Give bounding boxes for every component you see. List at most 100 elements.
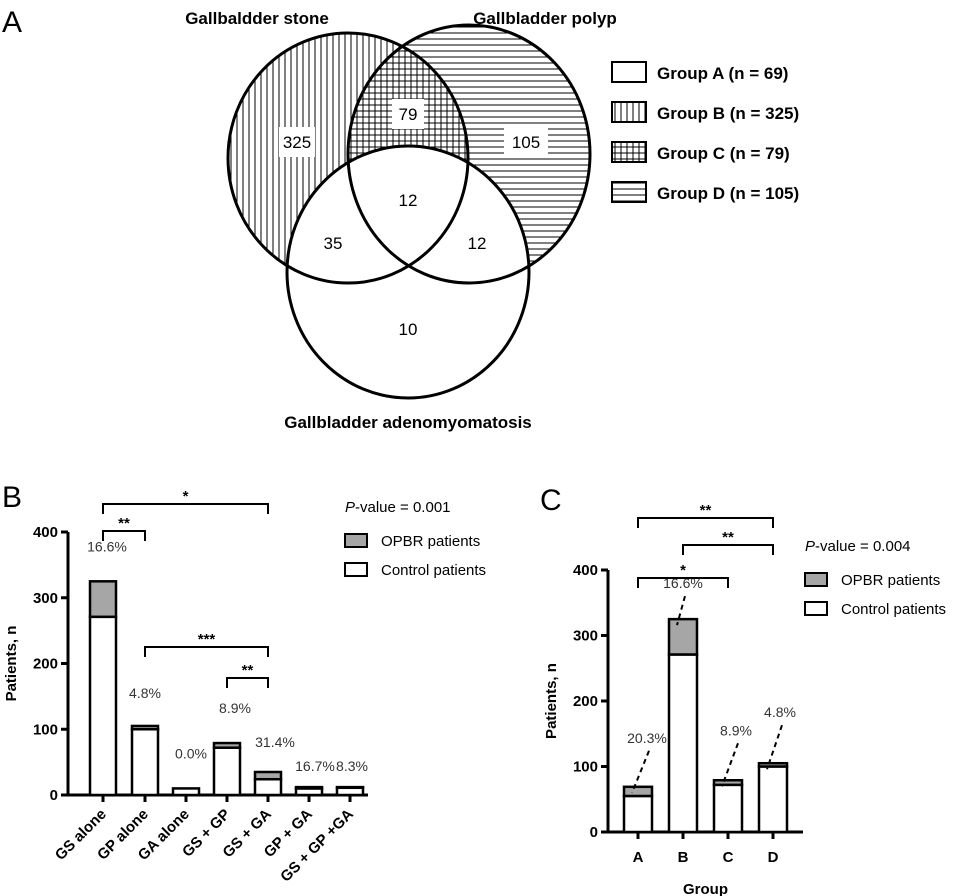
legend-label: Group B (n = 325) — [657, 104, 799, 123]
significance-stars: *** — [198, 631, 216, 648]
percent-leader — [721, 742, 739, 787]
percent-label: 16.6% — [663, 575, 703, 591]
y-tick-label: 100 — [33, 721, 58, 738]
bar-control — [130, 728, 160, 797]
y-tick-label: 0 — [50, 787, 58, 804]
x-tick-label: B — [678, 849, 689, 866]
legend-swatch — [611, 61, 647, 83]
venn-region-stone-polyp: 79 — [399, 105, 418, 124]
legend-swatch — [804, 601, 828, 616]
venn-region-polyp-adeno: 12 — [468, 234, 487, 253]
percent-label: 8.9% — [219, 700, 251, 716]
significance-bracket — [226, 677, 269, 688]
bar-control — [212, 746, 242, 797]
venn-region-polyp-only: 105 — [512, 133, 540, 152]
x-tick-label: C — [723, 849, 734, 866]
bar-opbr — [130, 724, 160, 731]
significance-bracket — [102, 530, 146, 541]
percent-label: 31.4% — [255, 734, 295, 750]
bar-opbr — [88, 580, 118, 619]
x-tick-label: GS + GP +GA — [277, 806, 357, 886]
bar-control — [622, 794, 654, 834]
legend-label: Group A (n = 69) — [657, 64, 788, 83]
significance-bracket — [637, 517, 774, 528]
bar-opbr — [212, 741, 242, 749]
chart-c: 0 100 200 300 400 Patients, n A 20.3% B 16.6% C 8.9… — [543, 502, 946, 896]
bar-opbr — [294, 785, 324, 790]
y-tick-label: 400 — [33, 524, 58, 541]
significance-stars: ** — [722, 529, 734, 546]
bar-opbr — [622, 785, 654, 798]
panel-label-c: C — [540, 484, 562, 517]
venn-stone-circle — [226, 31, 470, 285]
bar-opbr — [757, 761, 789, 768]
percent-label: 4.8% — [129, 685, 161, 701]
venn-adeno-circle — [285, 144, 531, 400]
legend-label: Control patients — [841, 601, 946, 618]
percent-leader — [631, 750, 650, 794]
bar-opbr — [712, 779, 744, 787]
y-tick-label: 200 — [573, 693, 598, 710]
legend-swatch — [611, 101, 647, 123]
venn-region-stone-adeno: 35 — [324, 234, 343, 253]
legend-label: Group C (n = 79) — [657, 144, 790, 163]
legend-swatch — [611, 141, 647, 163]
bar-control — [712, 783, 744, 834]
significance-bracket — [682, 544, 774, 555]
percent-label: 20.3% — [627, 730, 667, 746]
legend-label: Control patients — [381, 562, 486, 579]
venn-set-polyp: Gallbladder polyp — [473, 9, 617, 28]
y-tick-label: 300 — [573, 628, 598, 645]
venn-polyp-circle — [346, 23, 592, 285]
legend-label: OPBR patients — [841, 572, 940, 589]
legend-label: OPBR patients — [381, 533, 480, 550]
y-tick-label: 0 — [590, 824, 598, 841]
y-tick-label: 400 — [573, 562, 598, 579]
venn-set-stone: Gallbaldder stone — [185, 9, 329, 28]
significance-stars: ** — [118, 515, 130, 532]
y-tick-label: 300 — [33, 590, 58, 607]
significance-stars: ** — [700, 502, 712, 519]
bar-control — [253, 777, 283, 797]
percent-label: 8.9% — [720, 722, 752, 738]
percent-label: 0.0% — [175, 745, 207, 761]
percent-leader — [766, 724, 783, 770]
x-axis-label: Group — [683, 881, 728, 896]
panel-label-a: A — [2, 6, 22, 39]
venn-set-adeno: Gallbladder adenomyomatosis — [284, 413, 532, 432]
percent-label: 4.8% — [764, 704, 796, 720]
significance-bracket — [102, 503, 269, 514]
significance-stars: * — [680, 562, 686, 579]
bar-control — [88, 615, 118, 797]
percent-label: 16.6% — [87, 538, 127, 554]
legend-label: Group D (n = 105) — [657, 184, 799, 203]
legend-swatch — [804, 572, 828, 587]
legend-swatch — [344, 562, 368, 577]
bar-opbr — [667, 617, 699, 656]
venn-diagram: 325 79 105 12 35 12 10 Gallbaldder stone… — [185, 9, 617, 432]
x-tick-label: A — [633, 849, 644, 866]
y-tick-label: 100 — [573, 759, 598, 776]
y-axis-label: Patients, n — [3, 626, 20, 702]
bar-control — [171, 787, 201, 797]
x-tick-label: D — [768, 849, 779, 866]
venn-region-stone-only: 325 — [283, 133, 311, 152]
legend-swatch — [344, 533, 368, 548]
bar-opbr — [335, 785, 365, 790]
significance-stars: ** — [242, 662, 254, 679]
significance-bracket — [144, 646, 269, 657]
percent-label: 8.3% — [336, 758, 368, 774]
p-value: P-value = 0.004 — [805, 538, 911, 555]
venn-legend: Group A (n = 69) Group B (n = 325) Group C… — [611, 61, 799, 203]
venn-adeno-fill — [287, 146, 529, 398]
bar-opbr — [253, 770, 283, 781]
venn-region-adeno-only: 10 — [399, 320, 418, 339]
bar-control — [667, 653, 699, 834]
significance-stars: * — [183, 488, 189, 505]
venn-region-all-three: 12 — [399, 191, 418, 210]
percent-label: 16.7% — [295, 758, 335, 774]
y-axis-label: Patients, n — [543, 663, 560, 739]
legend-swatch — [611, 181, 647, 203]
panel-label-b: B — [2, 481, 22, 514]
